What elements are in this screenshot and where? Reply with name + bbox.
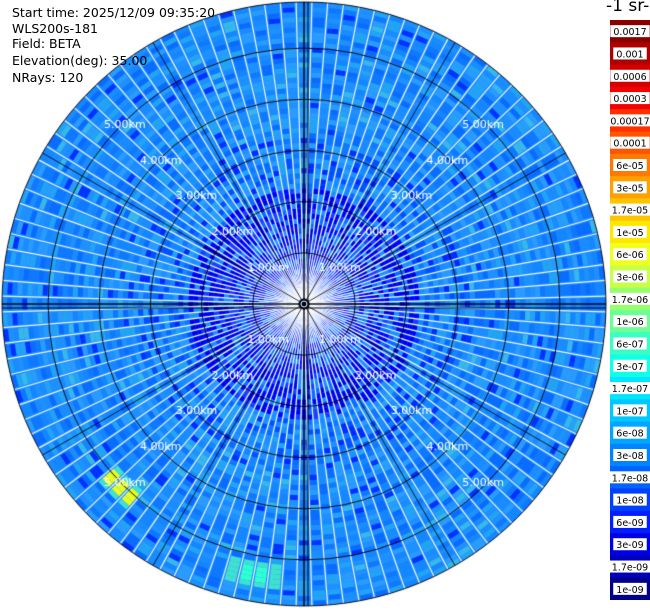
nrays-label: NRays: 120 bbox=[12, 70, 84, 85]
start-time-label: Start time: 2025/12/09 09:35:20 bbox=[12, 5, 216, 20]
colorbar-tick-label: 0.00017 bbox=[610, 116, 649, 127]
colorbar-tick-label: 3e-08 bbox=[616, 451, 643, 462]
colorbar-tick-label: 6e-09 bbox=[616, 518, 643, 529]
colorbar-tick-label: 3e-09 bbox=[616, 540, 643, 551]
colorbar-tick-label: 6e-06 bbox=[616, 250, 643, 261]
colorbar: 0.0017 0.001 0.0006 0.0003 0.00017 0.0001 6e-0… bbox=[610, 20, 650, 600]
colorbar-tick-label: 1.7e-09 bbox=[612, 563, 648, 574]
colorbar-label-bg bbox=[610, 114, 650, 127]
colorbar-title: -1 sr- bbox=[606, 0, 650, 16]
colorbar-label-bg bbox=[613, 449, 647, 461]
colorbar-tick-label: 1e-05 bbox=[616, 228, 643, 239]
colorbar-label-bg bbox=[610, 25, 650, 38]
colorbar-tick-label: 1e-09 bbox=[616, 585, 643, 596]
colorbar-label-bg bbox=[610, 92, 650, 105]
colorbar-label-bg bbox=[613, 315, 647, 328]
colorbar-tick-label: 0.0006 bbox=[613, 72, 646, 83]
colorbar-tick-label: 0.001 bbox=[616, 49, 643, 60]
colorbar-tick-label: 0.0001 bbox=[613, 139, 646, 150]
colorbar-tick-label: 1.7e-06 bbox=[612, 295, 648, 306]
colorbar-tick-label: 0.0017 bbox=[613, 27, 646, 38]
colorbar-tick-label: 1.7e-07 bbox=[612, 384, 648, 395]
colorbar-tick-label: 3e-07 bbox=[616, 362, 643, 373]
colorbar-label-bg bbox=[613, 47, 647, 60]
colorbar-tick-label: 6e-05 bbox=[616, 161, 643, 172]
colorbar-tick-label: 6e-08 bbox=[616, 429, 643, 440]
colorbar-label-bg bbox=[613, 359, 647, 372]
colorbar-tick-label: 1e-08 bbox=[616, 496, 643, 507]
colorbar-label-bg bbox=[610, 471, 650, 484]
colorbar-label-bg bbox=[613, 337, 647, 350]
colorbar-label-bg bbox=[613, 426, 647, 439]
ppi-radar-plot bbox=[0, 0, 610, 610]
colorbar-label-bg bbox=[613, 538, 647, 551]
colorbar-label-bg bbox=[613, 159, 647, 171]
colorbar-label-bg bbox=[610, 69, 650, 82]
colorbar-tick-label: 6e-07 bbox=[616, 339, 643, 350]
colorbar-tick-label: 1e-06 bbox=[616, 317, 643, 328]
colorbar-tick-label: 1.7e-08 bbox=[612, 473, 648, 484]
colorbar-tick-label: 3e-06 bbox=[616, 273, 643, 284]
colorbar-label-bg bbox=[610, 292, 650, 305]
colorbar-label-bg bbox=[613, 493, 647, 506]
colorbar-label-bg bbox=[613, 515, 647, 528]
colorbar-tick-label: 3e-05 bbox=[616, 183, 643, 194]
colorbar-label-bg bbox=[613, 248, 647, 261]
colorbar-tick-label: 0.0003 bbox=[613, 94, 646, 105]
colorbar-label-bg bbox=[610, 382, 650, 395]
colorbar-tick-label: 1.7e-05 bbox=[612, 206, 648, 217]
colorbar-label-bg bbox=[613, 225, 647, 238]
elevation-label: Elevation(deg): 35.00 bbox=[12, 53, 148, 68]
colorbar-label-bg bbox=[610, 560, 650, 573]
colorbar-label-bg bbox=[610, 203, 650, 216]
colorbar-label-bg bbox=[613, 582, 647, 595]
colorbar-label-bg bbox=[613, 270, 647, 283]
instrument-label: WLS200s-181 bbox=[12, 21, 98, 36]
colorbar-tick-label: 1e-07 bbox=[616, 406, 643, 417]
colorbar-label-bg bbox=[613, 181, 647, 194]
field-label: Field: BETA bbox=[12, 36, 81, 51]
colorbar-label-bg bbox=[610, 136, 650, 149]
colorbar-label-bg bbox=[613, 404, 647, 417]
